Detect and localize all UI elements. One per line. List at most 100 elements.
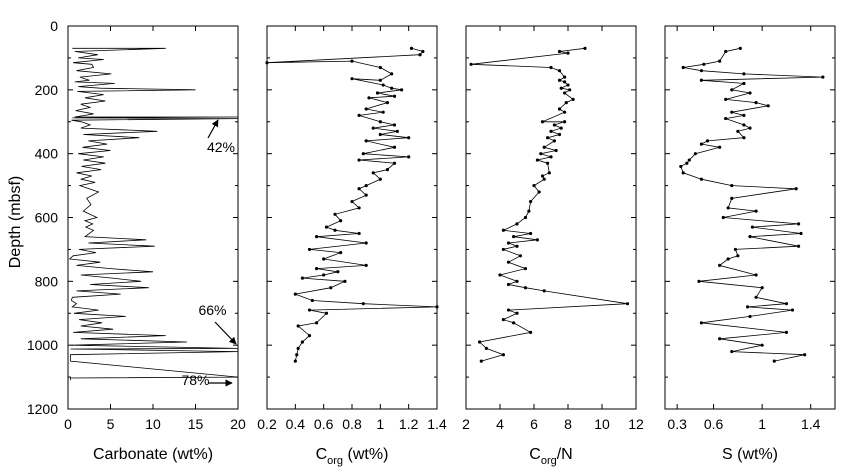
data-point	[784, 330, 789, 334]
data-point	[542, 177, 546, 181]
x-axis-label: Corg/N	[529, 446, 572, 467]
x-tick-label: 0	[64, 416, 72, 432]
series-line	[68, 47, 239, 381]
data-point	[559, 126, 563, 130]
data-point	[724, 97, 728, 102]
data-point	[378, 177, 382, 181]
data-point	[563, 120, 567, 124]
data-point	[378, 78, 382, 82]
x-tick-label: 5	[107, 416, 115, 432]
data-point	[361, 302, 365, 306]
data-point	[563, 75, 567, 79]
x-axis-label-main: S	[722, 446, 733, 463]
data-point	[418, 53, 422, 57]
data-point	[357, 158, 361, 162]
data-point	[307, 333, 312, 338]
data-point	[705, 139, 710, 143]
data-point	[296, 346, 300, 350]
x-tick-label: 1.4	[801, 416, 821, 432]
data-point	[506, 260, 511, 264]
data-point	[515, 311, 519, 315]
data-point	[685, 161, 689, 165]
y-tick-label: 1000	[27, 337, 58, 353]
data-point	[375, 91, 380, 95]
panel-frame	[664, 25, 836, 410]
panel-1: 0 200 400 600 800 1000 1200 0 5 10 15 20 Carbonate (…	[27, 18, 246, 463]
data-point	[772, 359, 776, 363]
series-line	[266, 47, 438, 362]
data-point	[395, 129, 399, 133]
data-point	[718, 337, 722, 341]
data-point	[736, 129, 740, 133]
data-point	[350, 199, 354, 204]
data-point	[821, 75, 825, 79]
data-point	[552, 139, 557, 143]
data-point	[324, 225, 329, 229]
data-point	[392, 94, 397, 98]
x-tick-label: 6	[530, 416, 538, 432]
panel-4: 0.3 0.6 1 1.4 S (wt%)	[664, 25, 836, 463]
data-point	[478, 340, 482, 344]
data-point	[324, 311, 329, 315]
data-point	[421, 49, 425, 54]
series-line	[680, 47, 823, 362]
data-point	[343, 279, 347, 283]
data-point	[557, 132, 562, 137]
x-axis-label-main: C	[316, 446, 328, 463]
data-point	[364, 139, 368, 143]
data-point	[724, 116, 728, 121]
data-point	[784, 302, 789, 306]
x-tick-label: 0.6	[314, 416, 334, 432]
data-point	[742, 81, 746, 86]
x-axis-label-main: C	[529, 446, 541, 463]
data-point	[484, 346, 488, 350]
data-point	[796, 244, 801, 248]
data-point	[364, 241, 368, 245]
data-point	[336, 270, 340, 274]
data-point	[557, 107, 562, 111]
data-point	[699, 69, 704, 73]
panel-frame	[465, 25, 637, 410]
x-tick-label: 1	[376, 416, 384, 432]
data-point	[357, 231, 361, 236]
data-point	[803, 353, 807, 357]
data-point	[552, 123, 557, 127]
data-point	[754, 295, 758, 299]
data-point	[742, 113, 746, 117]
data-point	[699, 321, 704, 325]
data-point	[563, 80, 567, 84]
data-point	[718, 145, 722, 149]
data-point	[557, 78, 562, 82]
data-point	[745, 305, 750, 309]
data-point	[378, 120, 382, 124]
data-point	[733, 247, 738, 252]
data-point	[265, 61, 269, 65]
data-point	[329, 286, 333, 290]
data-point	[760, 343, 764, 347]
data-point	[542, 289, 546, 293]
data-point	[549, 65, 553, 70]
data-point	[566, 51, 570, 55]
data-point	[367, 96, 371, 100]
data-point	[557, 69, 562, 73]
data-point	[529, 330, 533, 334]
x-tick-label: 1.2	[399, 416, 419, 432]
data-point	[742, 136, 746, 140]
data-point	[399, 88, 404, 92]
data-point	[314, 235, 319, 239]
data-point	[515, 244, 519, 248]
data-point	[392, 145, 397, 149]
data-point	[748, 91, 752, 95]
data-point	[532, 183, 536, 188]
data-point	[333, 212, 337, 216]
x-tick-label: 20	[230, 416, 246, 432]
x-tick-label: 0.6	[704, 416, 724, 432]
data-point	[730, 110, 734, 114]
y-tick-label: 800	[35, 273, 59, 289]
x-tick-label: 0.4	[286, 416, 306, 432]
data-point	[730, 349, 734, 354]
x-tick-label: 10	[594, 416, 610, 432]
data-point	[736, 254, 740, 258]
data-point	[754, 273, 758, 277]
